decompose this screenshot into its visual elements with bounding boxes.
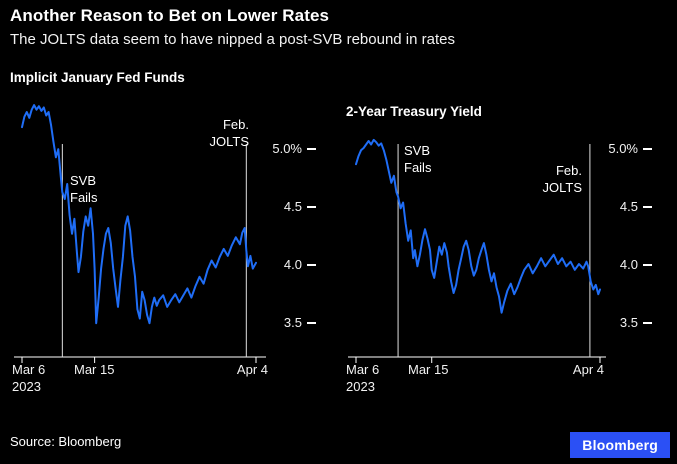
y-axis-label: 4.5 xyxy=(606,199,652,214)
y-axis-tick xyxy=(643,205,652,208)
y-axis-label: 5.0% xyxy=(606,141,652,156)
x-axis-label: Mar 6 2023 xyxy=(12,362,46,394)
y-axis-label: 4.0 xyxy=(270,257,316,272)
svb-fails-annotation: SVB Fails xyxy=(404,143,432,175)
y-axis-label: 4.0 xyxy=(606,257,652,272)
fed-funds-line-chart xyxy=(14,104,266,363)
source-credit: Source: Bloomberg xyxy=(10,434,122,449)
bloomberg-logo: Bloomberg xyxy=(570,432,670,458)
y-axis-tick xyxy=(643,263,652,266)
feb-jolts-annotation: Feb. JOLTS xyxy=(209,117,250,149)
y-axis-label: 3.5 xyxy=(270,315,316,330)
y-axis-tick xyxy=(643,147,652,150)
y-axis-tick xyxy=(643,321,652,324)
y-axis-tick xyxy=(307,147,316,150)
page-subtitle: The JOLTS data seem to have nipped a pos… xyxy=(10,31,455,48)
x-axis-label: Mar 15 xyxy=(408,362,449,377)
x-axis-label: Apr 4 xyxy=(236,362,268,377)
x-axis-label: Apr 4 xyxy=(572,362,604,377)
y-axis-label: 4.5 xyxy=(270,199,316,214)
y-axis-tick xyxy=(307,321,316,324)
feb-jolts-annotation: Feb. JOLTS xyxy=(542,163,583,195)
page-title: Another Reason to Bet on Lower Rates xyxy=(10,6,330,25)
svb-fails-annotation: SVB Fails xyxy=(70,173,98,205)
chart-title-fed-funds: Implicit January Fed Funds xyxy=(10,70,185,85)
x-axis-label: Mar 6 2023 xyxy=(346,362,380,394)
chart-title-treasury: 2-Year Treasury Yield xyxy=(346,104,482,119)
y-axis-tick xyxy=(307,263,316,266)
y-axis-label: 5.0% xyxy=(270,141,316,156)
x-axis-label: Mar 15 xyxy=(74,362,115,377)
y-axis-tick xyxy=(307,205,316,208)
treasury-line-chart xyxy=(348,138,606,363)
y-axis-label: 3.5 xyxy=(606,315,652,330)
